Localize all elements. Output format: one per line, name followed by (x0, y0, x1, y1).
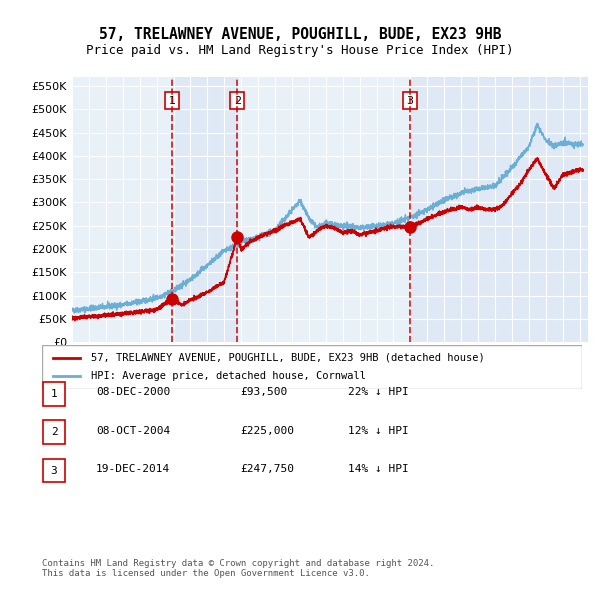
Text: Contains HM Land Registry data © Crown copyright and database right 2024.
This d: Contains HM Land Registry data © Crown c… (42, 559, 434, 578)
Text: 3: 3 (50, 466, 58, 476)
Text: 1: 1 (50, 389, 58, 399)
Text: 08-OCT-2004: 08-OCT-2004 (96, 426, 170, 435)
Bar (172, 77, 237, 342)
Text: 1: 1 (169, 96, 176, 106)
Text: 19-DEC-2014: 19-DEC-2014 (96, 464, 170, 474)
Text: £225,000: £225,000 (240, 426, 294, 435)
Text: £93,500: £93,500 (240, 388, 287, 397)
FancyBboxPatch shape (43, 420, 65, 444)
Text: 14% ↓ HPI: 14% ↓ HPI (348, 464, 409, 474)
Text: 22% ↓ HPI: 22% ↓ HPI (348, 388, 409, 397)
Text: 08-DEC-2000: 08-DEC-2000 (96, 388, 170, 397)
Text: £247,750: £247,750 (240, 464, 294, 474)
Text: 57, TRELAWNEY AVENUE, POUGHILL, BUDE, EX23 9HB (detached house): 57, TRELAWNEY AVENUE, POUGHILL, BUDE, EX… (91, 353, 484, 362)
Text: 2: 2 (50, 427, 58, 437)
FancyBboxPatch shape (43, 458, 65, 483)
Text: 2: 2 (234, 96, 241, 106)
Text: Price paid vs. HM Land Registry's House Price Index (HPI): Price paid vs. HM Land Registry's House … (86, 44, 514, 57)
FancyBboxPatch shape (42, 345, 582, 389)
Text: 57, TRELAWNEY AVENUE, POUGHILL, BUDE, EX23 9HB: 57, TRELAWNEY AVENUE, POUGHILL, BUDE, EX… (99, 27, 501, 41)
Text: 12% ↓ HPI: 12% ↓ HPI (348, 426, 409, 435)
Text: 3: 3 (406, 96, 413, 106)
FancyBboxPatch shape (43, 382, 65, 406)
Text: HPI: Average price, detached house, Cornwall: HPI: Average price, detached house, Corn… (91, 371, 365, 381)
Bar (410, 77, 588, 342)
